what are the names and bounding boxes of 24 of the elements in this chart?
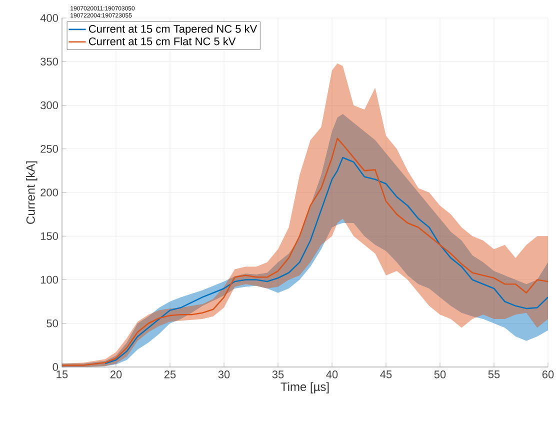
y-tick-label: 100 (40, 276, 58, 284)
legend-label: Current at 15 cm Flat NC 5 kV (88, 37, 236, 46)
x-tick-label: 15 (56, 370, 68, 378)
x-tick-label: 55 (488, 370, 500, 378)
x-tick-label: 25 (164, 370, 176, 378)
y-tick-label: 200 (40, 188, 58, 196)
x-tick-label: 35 (272, 370, 284, 378)
y-tick-label: 50 (46, 319, 58, 328)
y-tick-label: 150 (40, 232, 58, 240)
y-tick-label: 350 (40, 58, 58, 66)
y-tick-label: 400 (40, 14, 58, 22)
y-tick-label: 300 (40, 101, 58, 110)
y-tick-label: 250 (40, 144, 58, 153)
x-tick-label: 20 (110, 370, 122, 378)
line-series (104, 156, 548, 364)
y-tick-label: 0 (52, 363, 58, 371)
x-tick-label: 40 (326, 370, 338, 378)
legend-label: Current at 15 cm Tapered NC 5 kV (88, 24, 258, 35)
x-tick-label: 50 (434, 370, 446, 378)
x-tick-label: 45 (380, 370, 392, 378)
x-axis-title: Time [µs] (280, 382, 329, 394)
y-axis-title: Current [kA] (26, 161, 38, 224)
x-tick-label: 30 (218, 370, 230, 378)
x-tick-label: 60 (542, 370, 554, 378)
